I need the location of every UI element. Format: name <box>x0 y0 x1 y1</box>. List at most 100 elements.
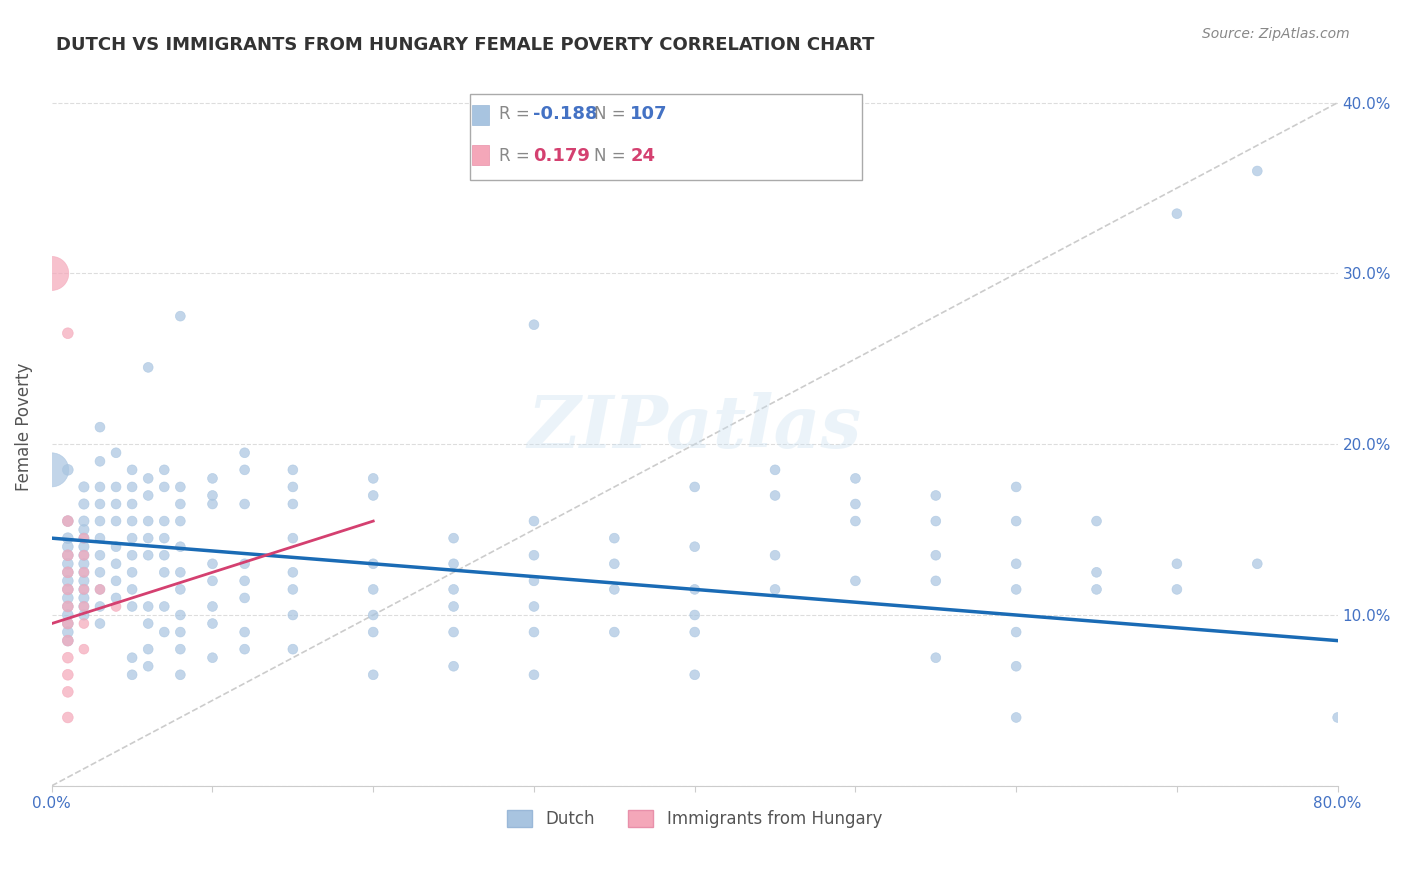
Point <box>1005 514 1028 528</box>
Point <box>56 625 79 640</box>
Point <box>233 574 256 588</box>
Point <box>233 557 256 571</box>
Point <box>56 514 79 528</box>
Point <box>169 514 191 528</box>
Point <box>73 540 96 554</box>
Point <box>136 471 159 485</box>
Point <box>41 463 63 477</box>
Point <box>443 625 465 640</box>
Point <box>105 574 128 588</box>
Point <box>925 514 948 528</box>
Point <box>201 488 224 502</box>
Point <box>73 574 96 588</box>
Point <box>136 360 159 375</box>
Point <box>281 463 304 477</box>
Point <box>73 599 96 614</box>
Point <box>1085 582 1108 597</box>
Point <box>73 566 96 580</box>
Point <box>89 514 111 528</box>
Point <box>56 514 79 528</box>
Point <box>136 531 159 545</box>
Point <box>56 548 79 562</box>
Point <box>281 531 304 545</box>
Point <box>136 599 159 614</box>
Point <box>523 599 546 614</box>
Point <box>361 488 384 502</box>
Point <box>169 667 191 681</box>
Point <box>56 710 79 724</box>
Point <box>56 685 79 699</box>
Point <box>361 607 384 622</box>
Point <box>121 514 143 528</box>
Point <box>121 667 143 681</box>
Point <box>73 480 96 494</box>
Point <box>121 582 143 597</box>
Point <box>201 650 224 665</box>
Point <box>73 582 96 597</box>
Point <box>683 480 706 494</box>
Point <box>73 566 96 580</box>
Point <box>89 454 111 468</box>
Point <box>153 599 176 614</box>
Point <box>136 488 159 502</box>
Point <box>1166 557 1188 571</box>
Point <box>169 582 191 597</box>
Point <box>201 557 224 571</box>
Point <box>105 480 128 494</box>
Point <box>73 548 96 562</box>
Point <box>89 480 111 494</box>
Point <box>281 480 304 494</box>
Point <box>169 566 191 580</box>
Point <box>56 633 79 648</box>
Point <box>89 582 111 597</box>
Point <box>233 642 256 657</box>
Point <box>73 548 96 562</box>
Point <box>683 582 706 597</box>
Point <box>523 625 546 640</box>
Point <box>136 548 159 562</box>
Point <box>105 540 128 554</box>
Point <box>361 557 384 571</box>
Point <box>153 548 176 562</box>
FancyBboxPatch shape <box>472 145 489 165</box>
Point <box>925 650 948 665</box>
FancyBboxPatch shape <box>470 94 862 179</box>
Point <box>105 599 128 614</box>
Point <box>121 599 143 614</box>
Point <box>56 607 79 622</box>
Point <box>361 471 384 485</box>
Point <box>169 497 191 511</box>
Point <box>56 591 79 605</box>
Point <box>1005 480 1028 494</box>
Point <box>603 625 626 640</box>
Point <box>73 616 96 631</box>
Point <box>683 607 706 622</box>
Point <box>201 616 224 631</box>
Point <box>1085 566 1108 580</box>
Point <box>56 582 79 597</box>
Point <box>844 514 866 528</box>
Point <box>73 531 96 545</box>
Point <box>73 531 96 545</box>
Point <box>105 446 128 460</box>
Point <box>925 488 948 502</box>
Point <box>1166 207 1188 221</box>
Point <box>443 599 465 614</box>
Point <box>1246 557 1268 571</box>
Point <box>523 574 546 588</box>
Point <box>844 497 866 511</box>
Point <box>56 582 79 597</box>
Point <box>56 574 79 588</box>
Point <box>153 480 176 494</box>
Point <box>361 582 384 597</box>
Point <box>105 591 128 605</box>
Point <box>121 566 143 580</box>
Point <box>443 582 465 597</box>
Point <box>169 309 191 323</box>
Text: N =: N = <box>595 147 631 165</box>
Point <box>121 531 143 545</box>
Text: Source: ZipAtlas.com: Source: ZipAtlas.com <box>1202 27 1350 41</box>
Point <box>233 497 256 511</box>
Point <box>1005 659 1028 673</box>
Point <box>89 548 111 562</box>
